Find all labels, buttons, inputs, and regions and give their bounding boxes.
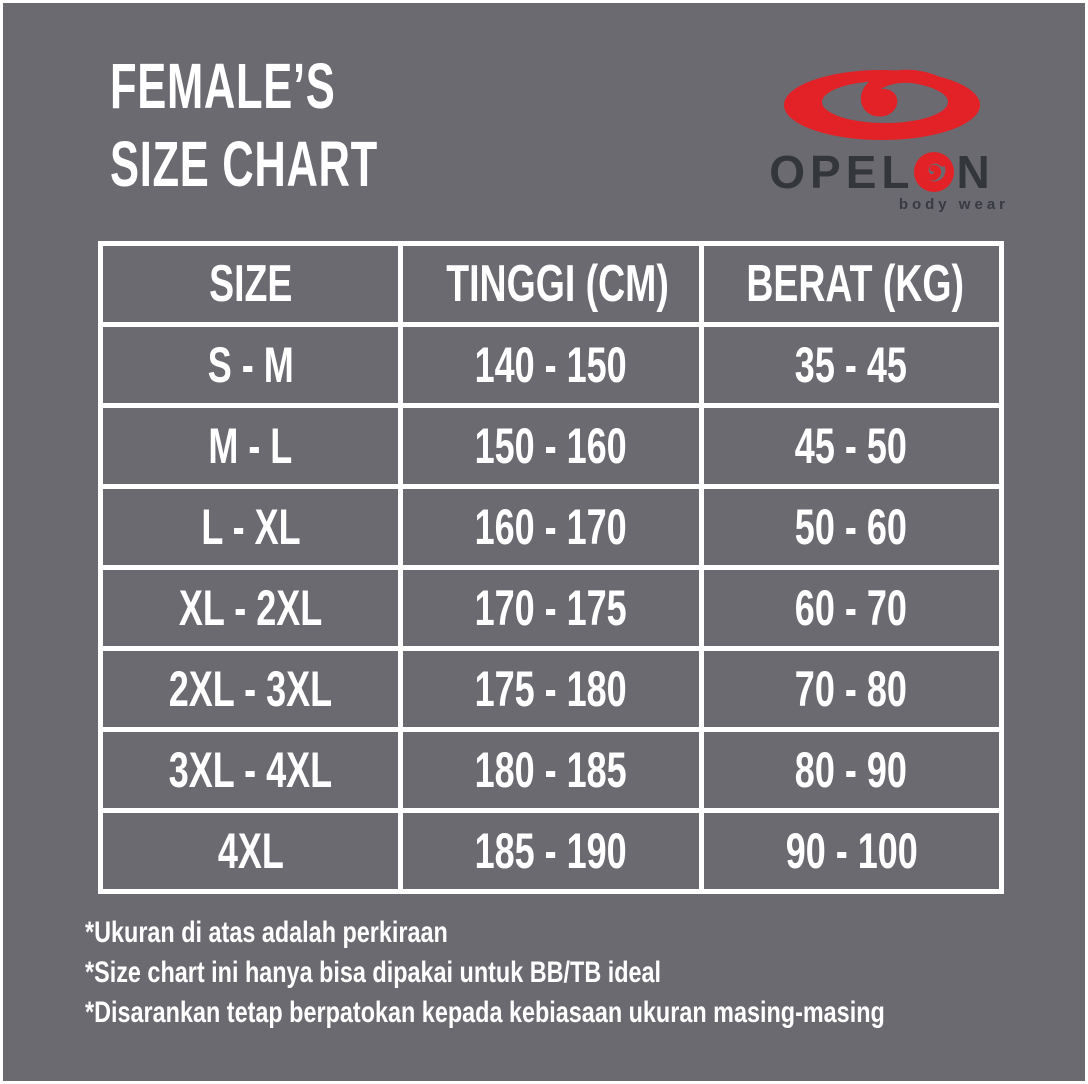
table-row: 3XL - 4XL 180 - 185 80 - 90 <box>97 727 1005 813</box>
cell-size: 4XL <box>97 808 404 894</box>
cell-berat: 50 - 60 <box>698 484 1005 570</box>
opelon-wordmark: OPEL N <box>749 149 1015 195</box>
opelon-swirl-icon <box>784 69 980 140</box>
header-berat: BERAT (KG) <box>698 241 1005 327</box>
cell-text: 45 - 50 <box>795 418 908 474</box>
header-text: TINGGI (CM) <box>446 255 670 313</box>
cell-tinggi: 180 - 185 <box>398 727 704 813</box>
header-tinggi: TINGGI (CM) <box>398 241 704 327</box>
page-title-line-1: FEMALE’S <box>110 47 504 125</box>
footnote-text: *Size chart ini hanya bisa dipakai untuk… <box>85 956 662 989</box>
title-text: SIZE CHART <box>110 128 378 200</box>
table-body: S - M 140 - 150 35 - 45 M - L 150 - 160 … <box>97 322 1005 894</box>
table-header-row: SIZE TINGGI (CM) BERAT (KG) <box>97 241 1005 327</box>
cell-size: S - M <box>97 322 404 408</box>
cell-text: 185 - 190 <box>474 823 628 879</box>
cell-size: XL - 2XL <box>97 565 404 651</box>
cell-text: 90 - 100 <box>785 823 918 879</box>
page-title-line-2: SIZE CHART <box>110 125 504 203</box>
cell-text: M - L <box>208 418 293 474</box>
cell-text: 50 - 60 <box>795 499 908 555</box>
header-size: SIZE <box>97 241 404 327</box>
cell-size: 3XL - 4XL <box>97 727 404 813</box>
cell-text: 35 - 45 <box>795 337 908 393</box>
footnote: *Ukuran di atas adalah perkiraan <box>85 913 1085 953</box>
size-chart-table: SIZE TINGGI (CM) BERAT (KG) S - M 140 - … <box>97 241 1005 894</box>
table-row: L - XL 160 - 170 50 - 60 <box>97 484 1005 570</box>
cell-tinggi: 150 - 160 <box>398 403 704 489</box>
cell-berat: 45 - 50 <box>698 403 1005 489</box>
cell-tinggi: 170 - 175 <box>398 565 704 651</box>
cell-berat: 70 - 80 <box>698 646 1005 732</box>
cell-text: 80 - 90 <box>795 742 908 798</box>
cell-text: 3XL - 4XL <box>168 742 333 798</box>
cell-text: XL - 2XL <box>178 580 323 636</box>
table-row: 2XL - 3XL 175 - 180 70 - 80 <box>97 646 1005 732</box>
cell-text: 160 - 170 <box>474 499 628 555</box>
table-row: XL - 2XL 170 - 175 60 - 70 <box>97 565 1005 651</box>
header-text: BERAT (KG) <box>745 255 964 313</box>
cell-text: L - XL <box>200 499 301 555</box>
cell-text: S - M <box>207 337 294 393</box>
cell-berat: 80 - 90 <box>698 727 1005 813</box>
page-title: FEMALE’S SIZE CHART <box>110 47 504 203</box>
footnote-text: *Ukuran di atas adalah perkiraan <box>85 916 448 949</box>
cell-text: 150 - 160 <box>474 418 628 474</box>
wordmark-prefix: OPEL <box>769 146 915 198</box>
footnote: *Size chart ini hanya bisa dipakai untuk… <box>85 953 1085 993</box>
header-text: SIZE <box>209 255 293 313</box>
cell-text: 4XL <box>217 823 284 879</box>
cell-tinggi: 140 - 150 <box>398 322 704 408</box>
cell-text: 70 - 80 <box>795 661 908 717</box>
cell-tinggi: 175 - 180 <box>398 646 704 732</box>
footnote: *Disarankan tetap berpatokan kepada kebi… <box>85 993 1085 1033</box>
cell-size: 2XL - 3XL <box>97 646 404 732</box>
wordmark-suffix: N <box>956 146 995 198</box>
opelon-logo: OPEL N body wear <box>749 69 1015 213</box>
cell-size: M - L <box>97 403 404 489</box>
cell-text: 175 - 180 <box>474 661 628 717</box>
cell-berat: 90 - 100 <box>698 808 1005 894</box>
cell-text: 180 - 185 <box>474 742 628 798</box>
cell-berat: 60 - 70 <box>698 565 1005 651</box>
table-row: 4XL 185 - 190 90 - 100 <box>97 808 1005 894</box>
opelon-o-swirl-icon <box>913 151 954 193</box>
cell-size: L - XL <box>97 484 404 570</box>
cell-berat: 35 - 45 <box>698 322 1005 408</box>
cell-text: 2XL - 3XL <box>168 661 333 717</box>
table-row: S - M 140 - 150 35 - 45 <box>97 322 1005 408</box>
table-row: M - L 150 - 160 45 - 50 <box>97 403 1005 489</box>
table-header: SIZE TINGGI (CM) BERAT (KG) <box>97 241 1005 327</box>
cell-text: 60 - 70 <box>795 580 908 636</box>
logo-tagline: body wear <box>898 196 1009 213</box>
cell-text: 140 - 150 <box>474 337 628 393</box>
cell-tinggi: 185 - 190 <box>398 808 704 894</box>
cell-text: 170 - 175 <box>474 580 628 636</box>
title-text: FEMALE’S <box>110 50 336 122</box>
footnotes: *Ukuran di atas adalah perkiraan *Size c… <box>85 913 1085 1033</box>
cell-tinggi: 160 - 170 <box>398 484 704 570</box>
footnote-text: *Disarankan tetap berpatokan kepada kebi… <box>85 996 885 1029</box>
